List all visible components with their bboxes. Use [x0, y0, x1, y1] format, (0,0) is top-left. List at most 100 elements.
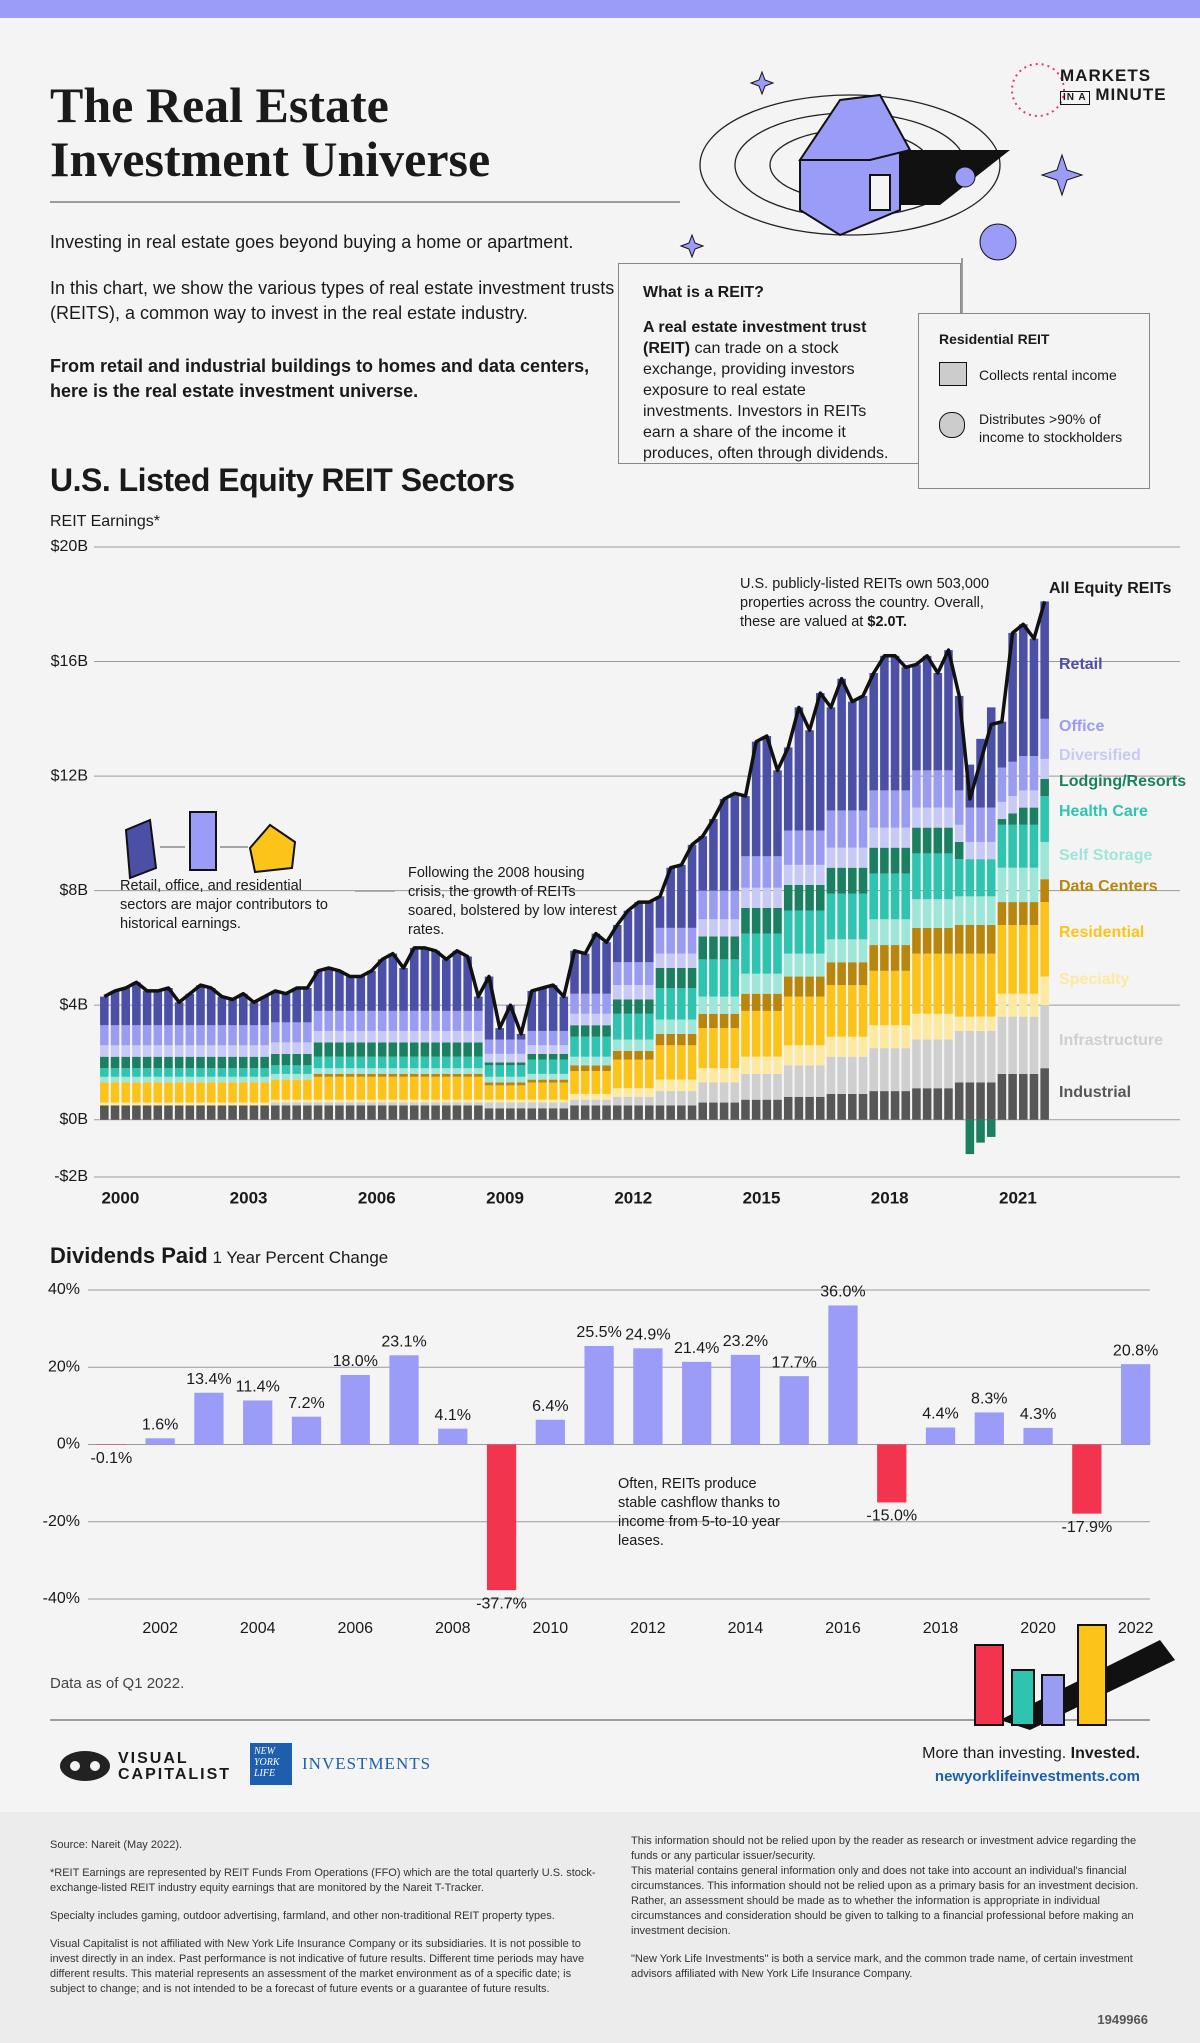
bar-segment: [677, 953, 686, 968]
bar-segment: [591, 1071, 601, 1094]
bar-segment: [954, 824, 964, 842]
bar-segment: [196, 985, 205, 1026]
bar-segment: [463, 1056, 472, 1069]
bar-segment: [1029, 1073, 1039, 1120]
bar-segment: [815, 864, 825, 885]
bar-segment: [570, 1071, 579, 1094]
footer-note: *REIT Earnings are represented by REIT F…: [50, 1867, 596, 1894]
bar-segment: [858, 1056, 868, 1094]
nyl-mark: NEW YORK LIFE: [254, 1746, 280, 1779]
bar-segment: [944, 807, 953, 828]
bar-segment: [751, 856, 761, 888]
bar-segment: [484, 1099, 494, 1103]
bar-segment: [164, 1056, 173, 1069]
bar-segment: [933, 673, 943, 771]
bar-segment: [655, 1105, 665, 1120]
bar-segment: [922, 807, 932, 828]
bar-segment: [837, 867, 846, 894]
bar-segment: [196, 1045, 205, 1057]
bar-segment: [409, 1073, 419, 1077]
bar-segment: [933, 807, 943, 828]
bar-segment: [271, 1102, 280, 1106]
bar-segment: [196, 1056, 205, 1069]
bar-segment: [324, 1056, 334, 1069]
bar-segment: [1040, 879, 1049, 903]
bar-segment: [506, 1099, 515, 1103]
bar-segment: [751, 1010, 761, 1057]
bar-segment: [602, 1099, 611, 1106]
x-tick-label: 2002: [142, 1620, 178, 1637]
annotation: U.S. publicly-listed REITs own 503,000 p…: [740, 575, 995, 632]
bar-segment: [837, 939, 846, 963]
info-text: can trade on a stock exchange, providing…: [643, 340, 889, 462]
bar-segment: [399, 1073, 408, 1077]
bar-segment: [142, 1068, 152, 1077]
bar-segment: [687, 988, 697, 1020]
bar-segment: [110, 1068, 120, 1077]
bar-segment: [698, 1082, 707, 1103]
bar-segment: [377, 1056, 387, 1069]
bar-segment: [495, 1085, 504, 1100]
bar-segment: [538, 1073, 547, 1080]
bar-segment: [238, 1102, 248, 1106]
bar-segment: [890, 919, 900, 946]
bar-segment: [303, 1042, 312, 1054]
x-tick-label: 2022: [1118, 1620, 1154, 1637]
bar-segment: [773, 1010, 782, 1057]
info-box: What is a REIT? A real estate investment…: [618, 263, 961, 464]
bar-segment: [281, 1079, 291, 1100]
bar-segment: [367, 1105, 376, 1120]
bar-segment: [281, 1042, 291, 1054]
bar-segment: [976, 859, 985, 897]
bar-segment: [783, 953, 793, 977]
bar-segment: [431, 1042, 440, 1057]
x-tick-label: 2006: [337, 1620, 373, 1637]
bar-segment: [292, 1065, 301, 1074]
bar-segment: [858, 893, 868, 940]
bar-segment: [1008, 925, 1017, 994]
bar-segment: [730, 1013, 740, 1029]
value-label: 6.4%: [532, 1398, 568, 1415]
bar-segment: [655, 1019, 665, 1034]
bar-segment: [997, 1016, 1007, 1074]
bar-segment: [420, 1102, 430, 1106]
bar-segment: [185, 1025, 195, 1046]
bar-segment: [794, 707, 804, 831]
info-body: A real estate investment trust (REIT) ca…: [643, 317, 893, 464]
bar-segment: [730, 996, 740, 1014]
bar-segment: [986, 807, 996, 842]
bar-segment: [377, 1010, 387, 1031]
bar-segment: [174, 1045, 184, 1057]
bar-segment: [249, 1056, 259, 1069]
footer-left: Source: Nareit (May 2022). *REIT Earning…: [50, 1838, 605, 1997]
bar-segment: [538, 1108, 547, 1120]
bar-segment: [901, 945, 911, 971]
bar-segment: [420, 1105, 430, 1120]
bar-segment: [709, 1082, 718, 1103]
bar-segment: [132, 1068, 141, 1077]
bar-segment: [313, 1068, 323, 1074]
bar-segment: [944, 927, 953, 954]
bar-segment: [687, 1045, 697, 1080]
bar-segment: [110, 1045, 120, 1057]
legend-label: Specialty: [1059, 971, 1129, 988]
bar-segment: [858, 939, 868, 963]
bar-segment: [580, 1065, 590, 1072]
bar-segment: [901, 970, 911, 1026]
bar-segment: [719, 1013, 729, 1029]
bar-segment: [292, 1022, 301, 1043]
bar-segment: [335, 1099, 344, 1103]
bar-segment: [185, 1076, 195, 1083]
bar-segment: [463, 1099, 472, 1103]
bar-segment: [645, 1039, 654, 1051]
bar-segment: [687, 927, 697, 954]
bar-segment: [516, 1076, 526, 1083]
bar-segment: [335, 1073, 344, 1077]
bar-segment: [474, 1042, 483, 1057]
bar-segment: [463, 956, 472, 1011]
bar-segment: [527, 1059, 537, 1074]
x-tick-label: 2021: [999, 1188, 1037, 1207]
bar-segment: [602, 1036, 611, 1057]
step-icon: [939, 412, 965, 438]
